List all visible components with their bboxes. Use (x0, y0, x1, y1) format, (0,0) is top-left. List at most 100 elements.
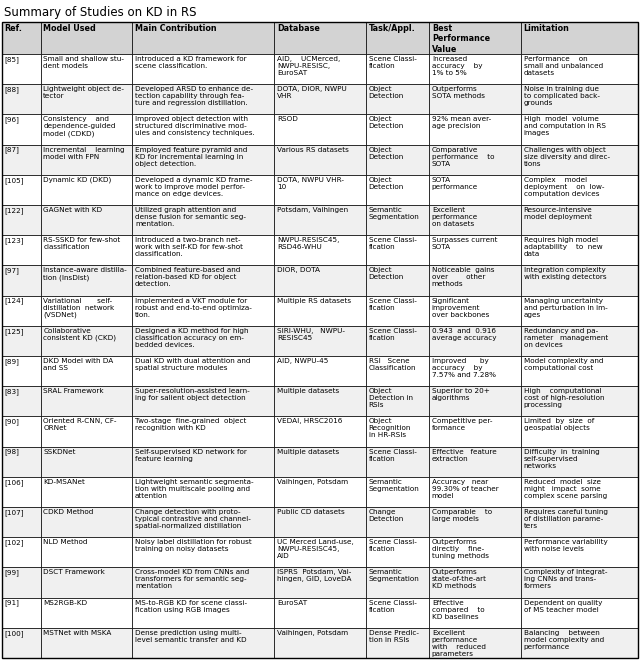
Text: Scene Classi-
fication: Scene Classi- fication (369, 298, 417, 311)
Bar (2, 205, 41, 235)
Bar (132, 205, 275, 235)
Text: Difficulty  in  training
self-supervised
networks: Difficulty in training self-supervised n… (524, 449, 600, 469)
Text: [100]: [100] (4, 630, 24, 636)
Text: Object
Detection: Object Detection (369, 147, 404, 160)
Text: [88]: [88] (4, 86, 19, 93)
Text: MS2RGB-KD: MS2RGB-KD (44, 599, 87, 606)
Text: Limited  by  size  of
geospatial objects: Limited by size of geospatial objects (524, 418, 594, 432)
Text: Increased
accuracy    by
1% to 5%: Increased accuracy by 1% to 5% (432, 56, 483, 76)
Text: Employed feature pyramid and
KD for incremental learning in
object detection.: Employed feature pyramid and KD for incr… (135, 147, 248, 166)
Bar (2, 296, 41, 326)
Text: AID,    UCMerced,
NWPU-RESISC,
EuroSAT: AID, UCMerced, NWPU-RESISC, EuroSAT (277, 56, 340, 76)
Bar (132, 356, 275, 386)
Bar (275, 447, 366, 477)
Text: Introduced a KD framework for
scene classification.: Introduced a KD framework for scene clas… (135, 56, 246, 69)
Text: Comparative
performance    to
SOTA: Comparative performance to SOTA (432, 147, 494, 166)
Text: Task/Appl.: Task/Appl. (369, 24, 415, 33)
Bar (275, 145, 366, 175)
Bar (366, 235, 429, 265)
Bar (41, 628, 132, 658)
Bar (132, 326, 275, 356)
Text: Utilized graph attention and
dense fusion for semantic seg-
mentation.: Utilized graph attention and dense fusio… (135, 207, 246, 227)
Text: CDKD Method: CDKD Method (44, 509, 93, 515)
Bar (429, 205, 521, 235)
Bar (41, 296, 132, 326)
Text: [102]: [102] (4, 539, 24, 546)
Text: VEDAI, HRSC2016: VEDAI, HRSC2016 (277, 418, 342, 424)
Text: Comparable    to
large models: Comparable to large models (432, 509, 492, 522)
Bar (41, 22, 132, 54)
Bar (366, 416, 429, 447)
Bar (2, 235, 41, 265)
Text: Dense Predic-
tion in RSIs: Dense Predic- tion in RSIs (369, 630, 419, 643)
Bar (429, 175, 521, 205)
Bar (521, 628, 638, 658)
Text: Complexity of integrat-
ing CNNs and trans-
formers: Complexity of integrat- ing CNNs and tra… (524, 570, 607, 589)
Text: Multiple datasets: Multiple datasets (277, 388, 339, 394)
Bar (366, 114, 429, 145)
Text: Outperforms
directly    fine-
tuning methods: Outperforms directly fine- tuning method… (432, 539, 489, 559)
Text: Dependent on quality
of MS teacher model: Dependent on quality of MS teacher model (524, 599, 602, 612)
Text: Scene Classi-
fication: Scene Classi- fication (369, 539, 417, 552)
Bar (366, 507, 429, 537)
Bar (429, 628, 521, 658)
Bar (521, 597, 638, 628)
Bar (429, 356, 521, 386)
Bar (41, 54, 132, 84)
Bar (132, 175, 275, 205)
Bar (429, 386, 521, 416)
Bar (132, 477, 275, 507)
Text: Requires careful tuning
of distillation parame-
ters: Requires careful tuning of distillation … (524, 509, 607, 529)
Bar (429, 507, 521, 537)
Bar (521, 477, 638, 507)
Text: [98]: [98] (4, 449, 19, 455)
Bar (521, 296, 638, 326)
Text: 92% mean aver-
age precision: 92% mean aver- age precision (432, 116, 491, 129)
Text: Noise in training due
to complicated back-
grounds: Noise in training due to complicated bac… (524, 86, 600, 106)
Bar (2, 175, 41, 205)
Text: [107]: [107] (4, 509, 24, 515)
Bar (132, 416, 275, 447)
Text: Main Contribution: Main Contribution (135, 24, 216, 33)
Bar (521, 416, 638, 447)
Text: Integration complexity
with existing detectors: Integration complexity with existing det… (524, 267, 606, 280)
Bar (132, 597, 275, 628)
Bar (366, 145, 429, 175)
Text: Multiple datasets: Multiple datasets (277, 449, 339, 455)
Text: [96]: [96] (4, 116, 19, 123)
Text: Balancing    between
model complexity and
performance: Balancing between model complexity and p… (524, 630, 604, 650)
Text: High    computational
cost of high-resolution
processing: High computational cost of high-resoluti… (524, 388, 604, 408)
Text: Accuracy   near
99.30% of teacher
model: Accuracy near 99.30% of teacher model (432, 478, 499, 499)
Text: Potsdam, Vaihingen: Potsdam, Vaihingen (277, 207, 348, 213)
Bar (366, 54, 429, 84)
Text: SIRI-WHU,   NWPU-
RESISC45: SIRI-WHU, NWPU- RESISC45 (277, 328, 345, 341)
Bar (41, 356, 132, 386)
Text: Lightweight semantic segmenta-
tion with multiscale pooling and
attention: Lightweight semantic segmenta- tion with… (135, 478, 253, 499)
Text: Collaborative
consistent KD (CKD): Collaborative consistent KD (CKD) (44, 328, 116, 341)
Text: Object
Detection: Object Detection (369, 177, 404, 190)
Bar (41, 507, 132, 537)
Bar (366, 265, 429, 296)
Bar (366, 386, 429, 416)
Text: Model Used: Model Used (44, 24, 96, 33)
Text: Developed a dynamic KD frame-
work to improve model perfor-
mance on edge device: Developed a dynamic KD frame- work to im… (135, 177, 253, 197)
Text: Developed ARSD to enhance de-
tection capability through fea-
ture and regressio: Developed ARSD to enhance de- tection ca… (135, 86, 253, 106)
Bar (2, 114, 41, 145)
Bar (2, 84, 41, 114)
Bar (41, 235, 132, 265)
Text: Variational       self-
distillation  network
(VSDNet): Variational self- distillation network (… (44, 298, 115, 318)
Text: Implemented a VKT module for
robust and end-to-end optimiza-
tion.: Implemented a VKT module for robust and … (135, 298, 252, 317)
Bar (2, 447, 41, 477)
Bar (429, 145, 521, 175)
Bar (275, 597, 366, 628)
Bar (275, 54, 366, 84)
Bar (41, 568, 132, 597)
Text: Scene Classi-
fication: Scene Classi- fication (369, 56, 417, 69)
Bar (275, 265, 366, 296)
Bar (521, 386, 638, 416)
Bar (2, 265, 41, 296)
Bar (429, 537, 521, 568)
Bar (429, 235, 521, 265)
Bar (275, 114, 366, 145)
Text: Object
Detection: Object Detection (369, 267, 404, 280)
